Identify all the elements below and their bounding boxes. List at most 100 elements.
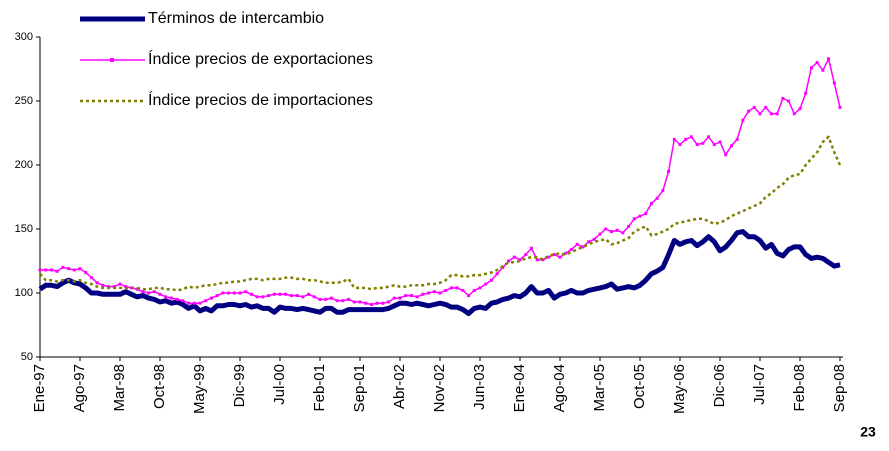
point-marker [518,258,522,262]
point-marker [615,228,619,232]
point-marker [387,300,391,304]
point-marker [592,237,596,241]
x-tick-label: Mar-98 [111,364,128,412]
x-tick-label: Abr-02 [391,364,408,409]
point-marker [284,292,288,296]
point-marker [38,268,42,272]
point-marker [124,285,128,289]
point-marker [427,291,431,295]
point-marker [112,285,116,289]
point-marker [621,231,625,235]
point-marker [289,294,293,298]
point-marker [329,296,333,300]
point-marker [729,144,733,148]
point-marker [158,292,162,296]
legend-label: Índice precios de exportaciones [148,49,373,68]
point-marker [301,295,305,299]
point-marker [107,285,111,289]
point-marker [787,99,791,103]
point-marker [752,105,756,109]
point-marker [238,291,242,295]
point-marker [307,292,311,296]
point-marker [169,296,173,300]
point-marker [707,135,711,139]
point-marker [569,247,573,251]
point-marker [78,267,82,271]
point-marker [764,105,768,109]
point-marker [649,201,653,205]
point-marker [89,276,93,280]
point-marker [821,68,825,72]
point-marker [204,299,208,303]
point-marker [718,140,722,144]
point-marker [575,242,579,246]
x-tick-label: Ene-97 [31,364,48,412]
point-marker [587,240,591,244]
point-marker [827,57,831,61]
point-marker [798,107,802,111]
x-tick-label: Sep-08 [831,364,848,412]
y-tick-label: 50 [21,351,33,363]
point-marker [627,224,631,228]
point-marker [147,291,151,295]
point-marker [678,143,682,147]
point-marker [781,96,785,100]
point-marker [758,112,762,116]
point-marker [535,258,539,262]
point-marker [324,297,328,301]
point-marker [632,217,636,221]
point-marker [295,294,299,298]
point-marker [318,297,322,301]
point-marker [44,268,48,272]
y-tick-label: 300 [15,31,33,43]
point-marker [221,291,225,295]
x-tick-label: Dic-99 [231,364,248,407]
point-marker [164,295,168,299]
point-marker [444,288,448,292]
legend-label: Índice precios de importaciones [148,90,373,109]
point-marker [398,296,402,300]
point-marker [358,300,362,304]
point-marker [312,295,316,299]
point-marker [347,297,351,301]
point-marker [415,295,419,299]
point-marker [67,267,71,271]
point-marker [467,294,471,298]
point-marker [724,153,728,157]
x-tick-label: Ene-04 [511,364,528,412]
point-marker [187,301,191,305]
point-marker [192,301,196,305]
point-marker [461,288,465,292]
point-marker [775,112,779,116]
point-marker [472,288,476,292]
point-marker [55,269,59,273]
point-marker [804,91,808,95]
point-marker [369,303,373,307]
point-marker [512,255,516,259]
y-tick-label: 150 [15,223,33,235]
point-marker [564,251,568,255]
point-marker [689,135,693,139]
point-marker [747,109,751,113]
point-marker [449,286,453,290]
point-marker [598,232,602,236]
point-marker [558,255,562,259]
point-marker [455,286,459,290]
point-marker [335,299,339,303]
point-marker [364,301,368,305]
point-marker [409,294,413,298]
point-marker [769,112,773,116]
point-marker [255,295,259,299]
point-marker [72,268,76,272]
point-marker [484,282,488,286]
point-marker [478,286,482,290]
point-marker [381,301,385,305]
x-tick-label: Jun-03 [471,364,488,410]
point-marker [684,137,688,141]
point-marker [278,292,282,296]
point-marker [638,214,642,218]
point-marker [655,196,659,200]
legend-label: Términos de intercambio [148,10,324,27]
legend-marker [110,58,114,62]
point-marker [421,292,425,296]
